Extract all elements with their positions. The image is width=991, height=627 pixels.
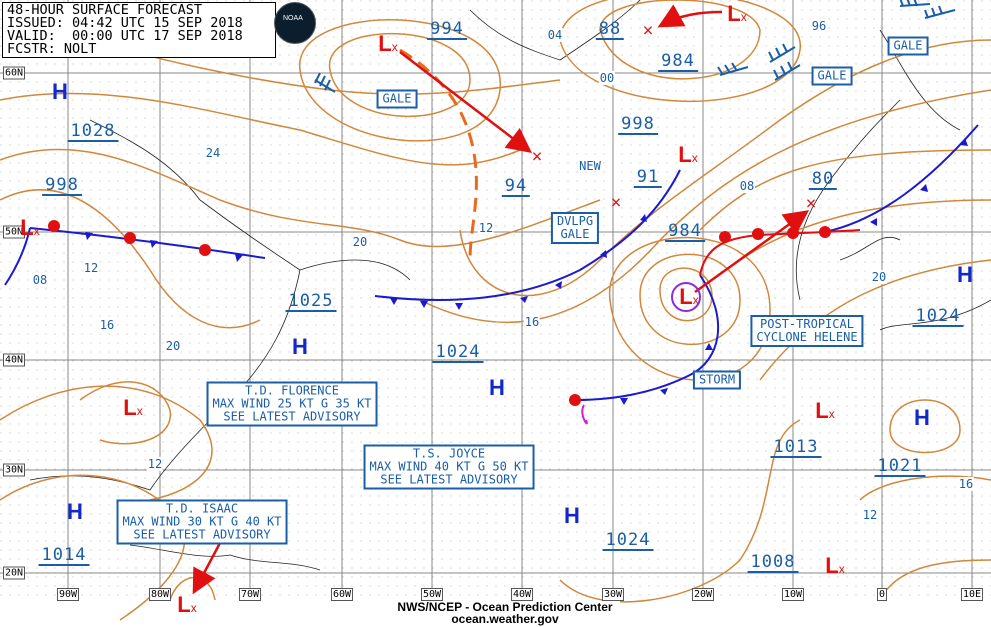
low-pressure: Lx: [815, 398, 835, 423]
pressure-label: 1025: [285, 292, 337, 312]
high-pressure: H: [914, 405, 930, 430]
isobar-label: 08: [738, 179, 756, 193]
lon-label: 60W: [330, 588, 354, 601]
pressure-label: 1024: [602, 531, 654, 551]
isobar-label: 12: [861, 508, 879, 522]
high-pressure: H: [67, 499, 83, 524]
pressure-label: 1024: [912, 307, 964, 327]
pressure-label: 984: [665, 222, 705, 242]
agency-name: NWS/NCEP - Ocean Prediction Center: [397, 600, 613, 614]
lat-label: 30N: [3, 463, 26, 477]
forecast-position-marker: ×: [610, 192, 622, 213]
pressure-label: 91: [633, 168, 663, 188]
lon-label: 10E: [960, 588, 984, 601]
wind-barbs: [314, 0, 956, 93]
lon-label: 10W: [781, 588, 805, 601]
pressure-label: 1021: [874, 457, 926, 477]
isobar-label: 16: [957, 477, 975, 491]
new-label: NEW: [579, 159, 601, 173]
helene-label: POST-TROPICAL CYCLONE HELENE: [750, 315, 864, 347]
high-pressure: H: [564, 503, 580, 528]
isobar-label: 24: [204, 146, 222, 160]
pressure-label: 1013: [770, 438, 822, 458]
pressure-label: 994: [427, 20, 467, 40]
isobar-label: 20: [351, 235, 369, 249]
isobar-label: 96: [810, 19, 828, 33]
issued-time: ISSUED: 04:42 UTC 15 SEP 2018: [7, 15, 243, 31]
isaac-advisory: T.D. ISAAC MAX WIND 30 KT G 40 KT SEE LA…: [116, 499, 288, 545]
low-pressure: Lx: [727, 1, 747, 26]
lon-label: 40W: [510, 588, 534, 601]
helene-center: [581, 282, 701, 425]
low-pressure: Lx: [678, 142, 698, 167]
low-pressure: Lx: [378, 31, 398, 56]
high-pressure: H: [52, 79, 68, 104]
joyce-advisory: T.S. JOYCE MAX WIND 40 KT G 50 KT SEE LA…: [363, 444, 535, 490]
gale-warning: GALE: [811, 66, 853, 86]
low-pressure: Lx: [123, 395, 143, 420]
forecast-position-marker: ×: [531, 146, 543, 167]
lon-label: 70W: [238, 588, 262, 601]
pressure-label: 998: [42, 176, 82, 196]
isobar-label: 12: [477, 221, 495, 235]
forecaster: FCSTR: NOLT: [7, 41, 97, 57]
pressure-label: 1008: [747, 553, 799, 573]
pressure-label: 80: [808, 170, 838, 190]
lat-label: 40N: [3, 353, 26, 367]
forecast-position-marker: ×: [642, 20, 654, 41]
forecast-position-marker: ×: [805, 193, 817, 214]
lon-label: 20W: [691, 588, 715, 601]
lat-label: 20N: [3, 566, 26, 580]
forecast-title: 48-HOUR SURFACE FORECAST: [7, 2, 203, 18]
isobar-label: 20: [164, 339, 182, 353]
developing-gale-warning: DVLPG GALE: [550, 212, 600, 244]
valid-time: VALID: 00:00 UTC 17 SEP 2018: [7, 28, 243, 44]
lon-label: 50W: [420, 588, 444, 601]
high-pressure: H: [489, 375, 505, 400]
storm-tracks: [192, 4, 810, 595]
isobar-label: 08: [31, 273, 49, 287]
pressure-label: 984: [658, 52, 698, 72]
low-pressure: Lx: [177, 592, 197, 617]
high-pressure: H: [292, 334, 308, 359]
forecast-header: 48-HOUR SURFACE FORECAST ISSUED: 04:42 UT…: [2, 2, 276, 58]
isobar-label: 04: [546, 28, 564, 42]
pressure-label: 998: [618, 115, 658, 135]
cold-front-barbs: [85, 138, 968, 405]
pressure-label: 1028: [67, 122, 119, 142]
lon-label: 30W: [601, 588, 625, 601]
pressure-label: 94: [501, 177, 531, 197]
low-pressure: Lx: [20, 215, 40, 240]
lat-label: 50N: [3, 225, 26, 239]
gale-warning: GALE: [887, 36, 929, 56]
isobar-label: 16: [98, 318, 116, 332]
gale-warning: GALE: [376, 89, 418, 109]
lon-label: 90W: [56, 588, 80, 601]
website[interactable]: ocean.weather.gov: [451, 612, 559, 626]
low-pressure: Lx: [825, 553, 845, 578]
lon-label: 80W: [148, 588, 172, 601]
pressure-label: 1014: [38, 546, 90, 566]
lon-label: 0: [876, 588, 888, 601]
storm-warning: STORM: [692, 370, 742, 390]
noaa-logo: NOAA: [274, 2, 316, 44]
lat-label: 60N: [3, 66, 26, 80]
coastlines: [29, 0, 991, 571]
florence-advisory: T.D. FLORENCE MAX WIND 25 KT G 35 KT SEE…: [206, 381, 378, 427]
pressure-label: 88: [595, 20, 625, 40]
isobar-label: 12: [82, 261, 100, 275]
isobar-label: 12: [146, 457, 164, 471]
low-pressure-helene: Lx: [679, 284, 699, 309]
high-pressure: H: [957, 262, 973, 287]
isobar-label: 16: [523, 315, 541, 329]
pressure-label: 1024: [432, 343, 484, 363]
isobar-label: 20: [870, 270, 888, 284]
isobar-label: 00: [598, 71, 616, 85]
footer-credit: NWS/NCEP - Ocean Prediction Center ocean.…: [390, 601, 620, 625]
